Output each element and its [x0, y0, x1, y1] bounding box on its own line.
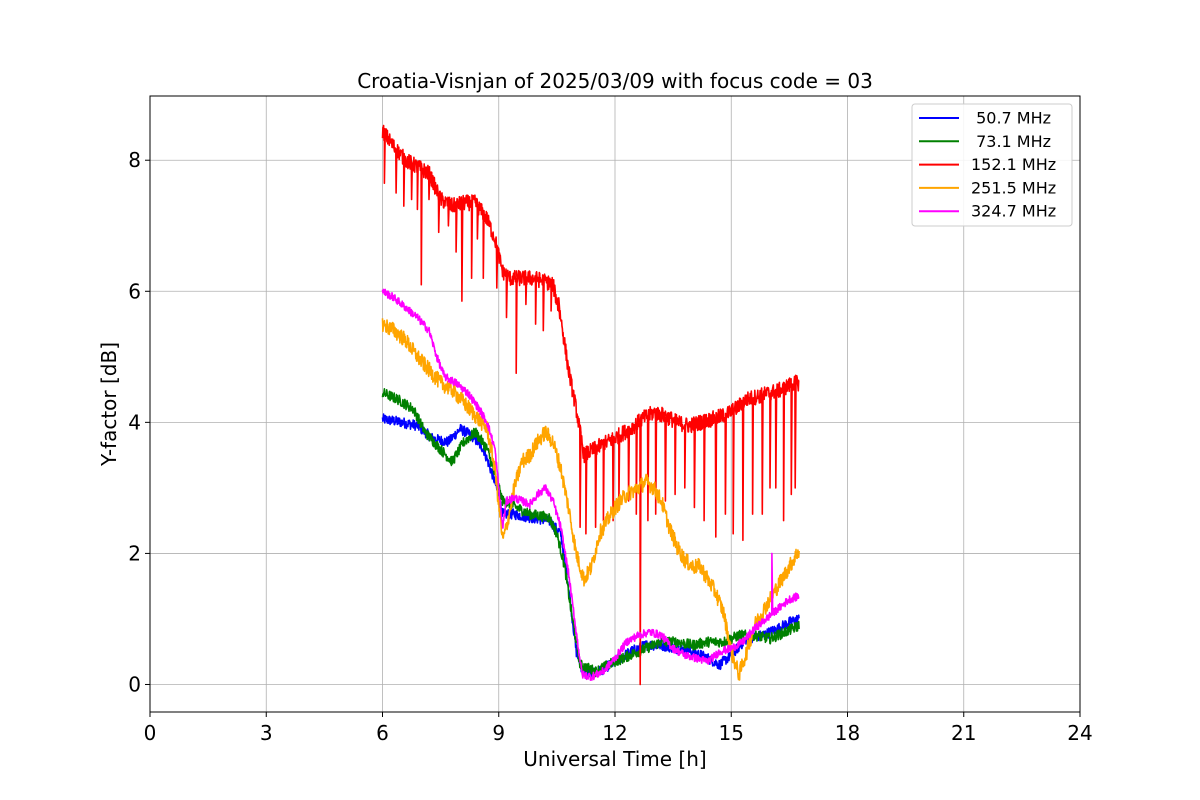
- chart-title: Croatia-Visnjan of 2025/03/09 with focus…: [357, 69, 873, 93]
- x-tick-label: 12: [602, 721, 627, 745]
- legend-label: 50.7 MHz: [971, 109, 1051, 128]
- x-axis: 0 3 6 9 12 15 18 21 24: [144, 712, 1093, 745]
- legend-label: 73.1 MHz: [971, 132, 1051, 151]
- y-tick-label: 2: [128, 541, 141, 565]
- legend-label: 152.1 MHz: [971, 155, 1056, 174]
- legend-label: 251.5 MHz: [971, 178, 1056, 197]
- x-tick-label: 24: [1067, 721, 1092, 745]
- y-axis: 0 2 4 6 8: [128, 148, 150, 696]
- x-tick-label: 9: [492, 721, 505, 745]
- x-tick-label: 15: [719, 721, 744, 745]
- x-tick-label: 6: [376, 721, 389, 745]
- series-line-1: [381, 388, 800, 678]
- legend-box: [911, 103, 1073, 227]
- y-tick-label: 6: [128, 279, 141, 303]
- series-line-3: [381, 318, 800, 681]
- y-tick-label: 0: [128, 672, 141, 696]
- x-tick-label: 3: [260, 721, 273, 745]
- legend: 50.7 MHz 73.1 MHz 152.1 MHz 251.5 MHz 324.7…: [911, 103, 1073, 227]
- series-layer: [381, 124, 800, 686]
- x-tick-label: 18: [835, 721, 860, 745]
- x-tick-label: 21: [951, 721, 976, 745]
- series-line-2: [381, 124, 800, 686]
- y-tick-label: 4: [128, 410, 141, 434]
- x-tick-label: 0: [144, 721, 157, 745]
- y-tick-label: 8: [128, 148, 141, 172]
- legend-label: 324.7 MHz: [971, 202, 1056, 221]
- series-line-4: [381, 288, 800, 681]
- x-axis-label: Universal Time [h]: [523, 747, 706, 771]
- y-axis-label: Y-factor [dB]: [97, 342, 121, 467]
